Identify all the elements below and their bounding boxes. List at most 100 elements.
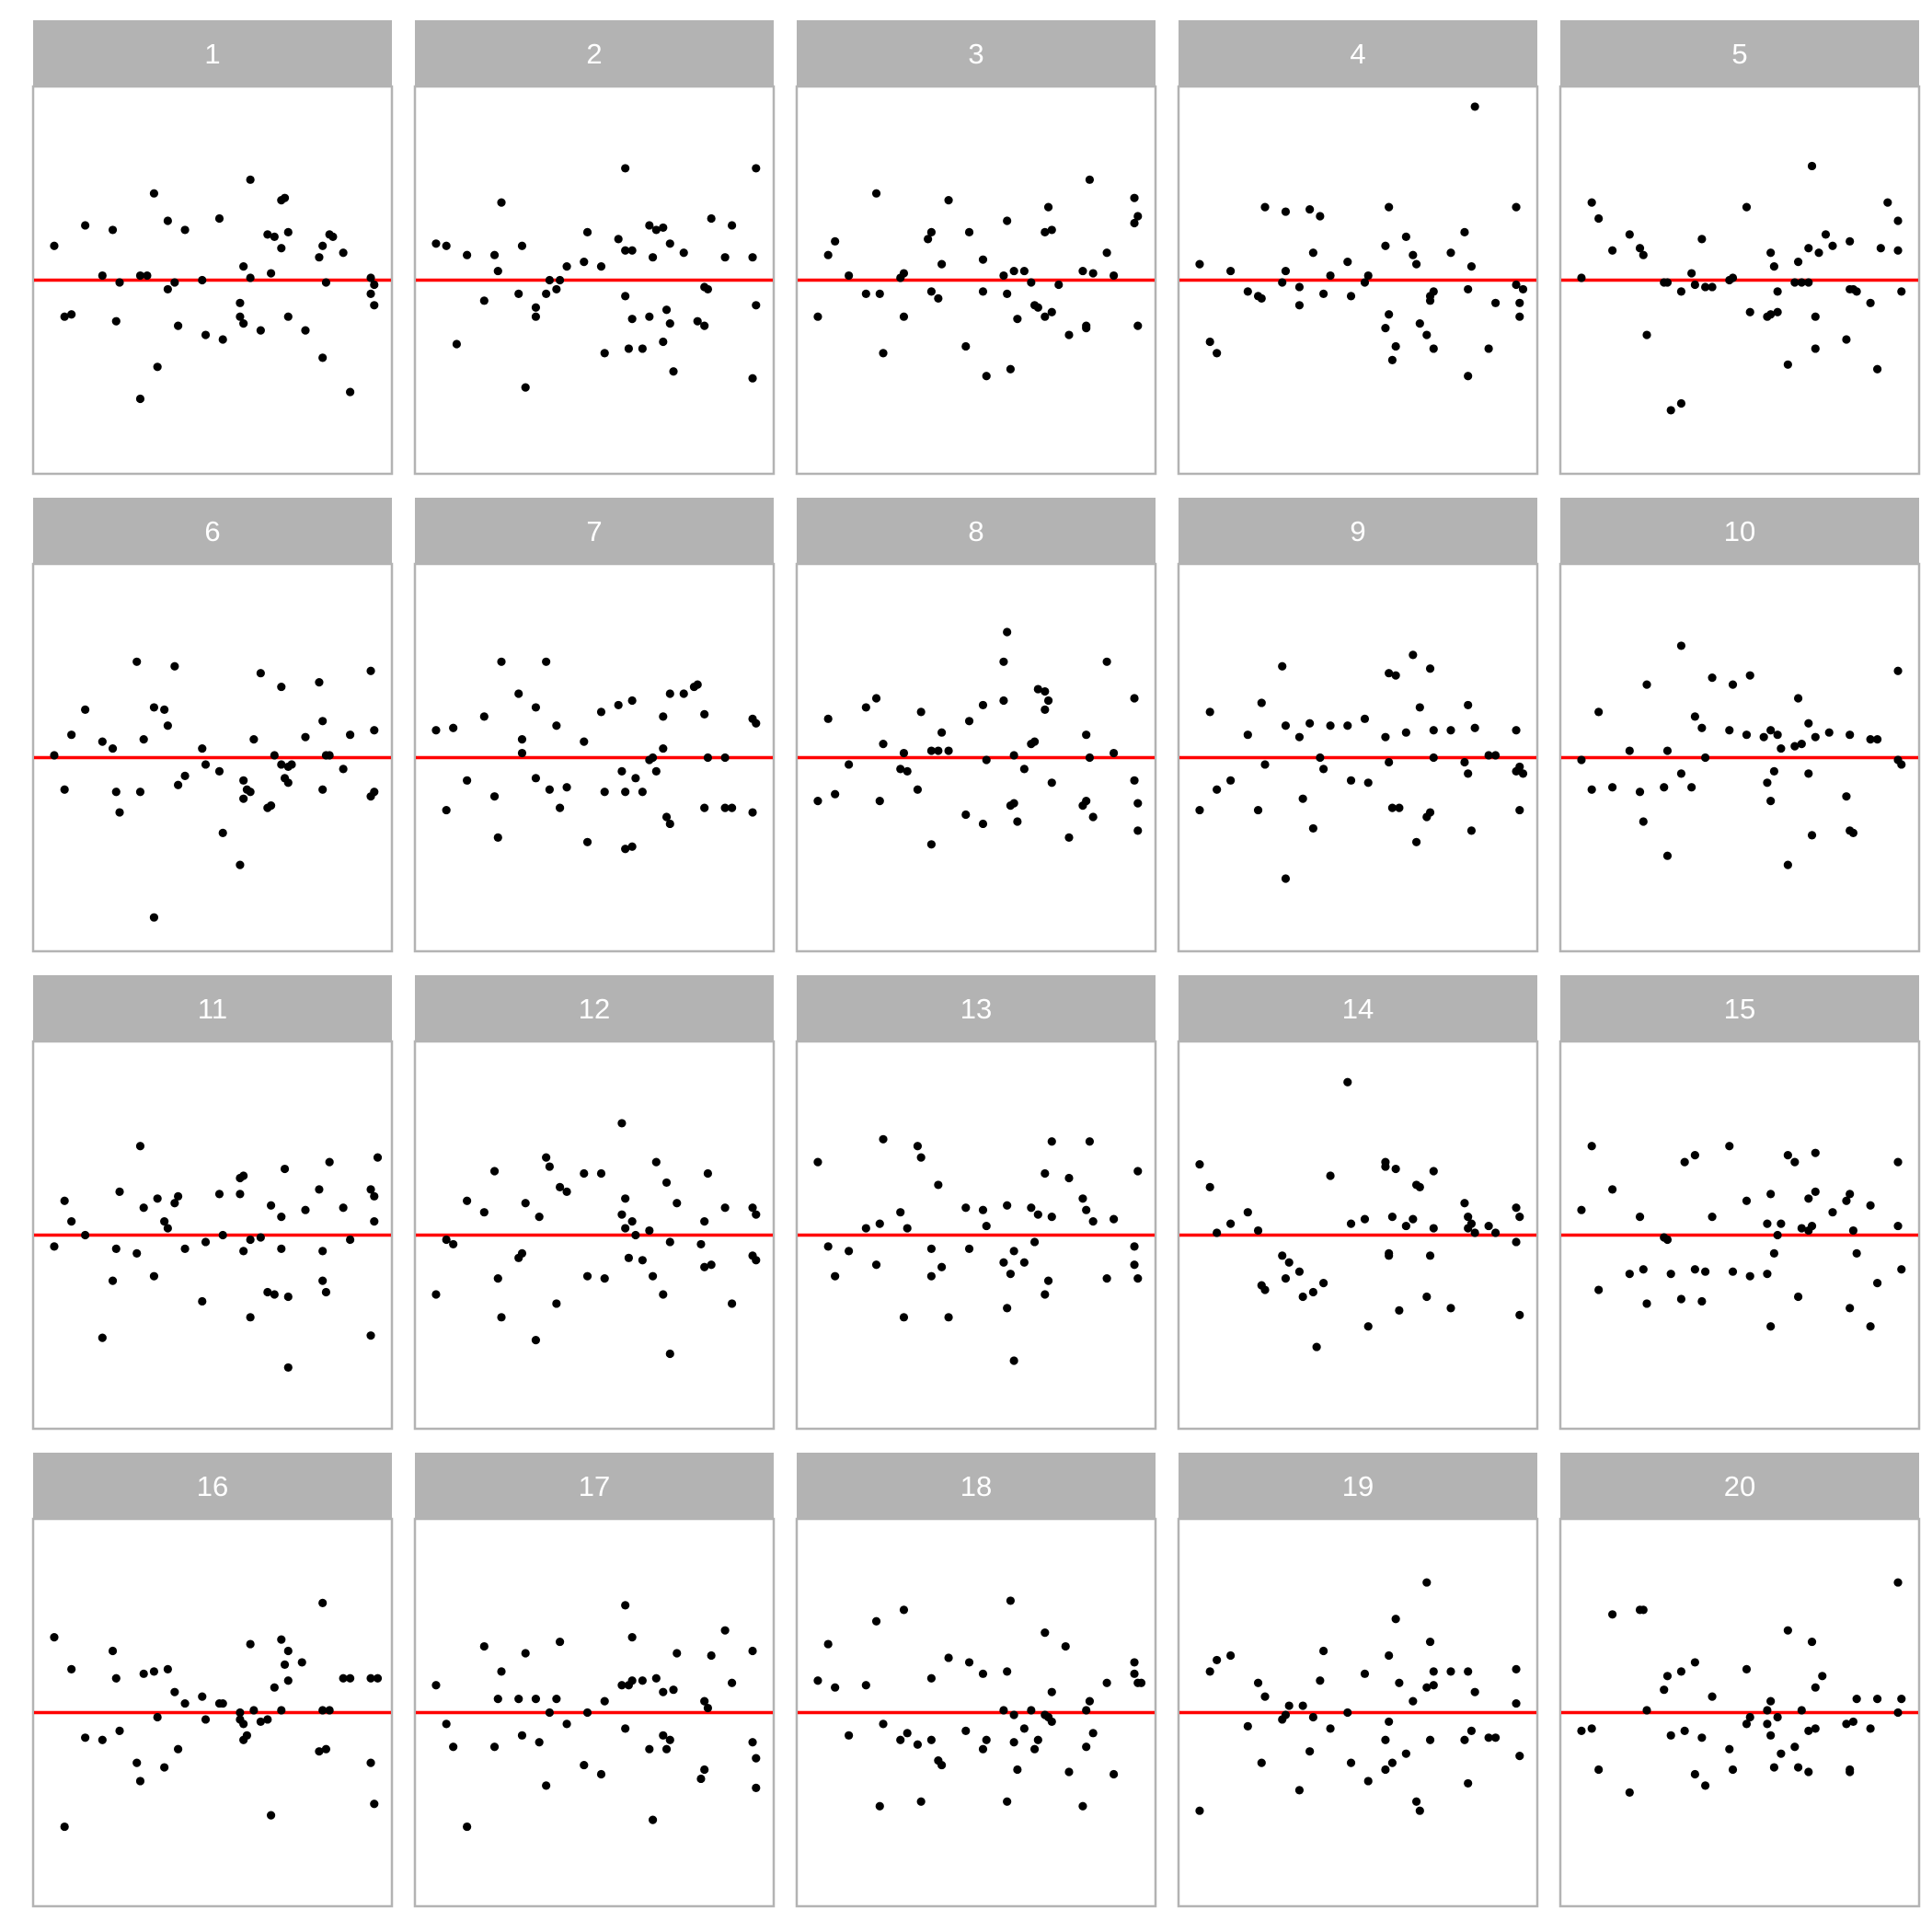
- data-point: [1019, 1258, 1029, 1267]
- data-point: [580, 737, 589, 746]
- data-point: [1893, 666, 1903, 675]
- data-point: [1385, 1251, 1394, 1260]
- data-point: [50, 751, 59, 760]
- data-point: [108, 225, 118, 235]
- data-point: [899, 1605, 909, 1615]
- data-point: [1009, 1738, 1018, 1747]
- data-point: [431, 239, 441, 248]
- data-point: [1395, 1678, 1404, 1687]
- facet-panel: 16: [31, 1453, 394, 1908]
- facet-strip: [415, 20, 774, 86]
- data-point: [1484, 751, 1493, 760]
- data-point: [98, 1333, 107, 1342]
- data-point: [1082, 321, 1091, 330]
- facet-panel: 5: [1558, 20, 1921, 476]
- data-point: [1319, 1279, 1328, 1288]
- data-point: [1130, 1658, 1139, 1667]
- data-point: [1003, 1201, 1012, 1210]
- data-point: [1797, 1224, 1806, 1233]
- data-point: [1742, 1719, 1752, 1729]
- data-point: [1253, 1225, 1263, 1236]
- data-point: [1102, 657, 1111, 666]
- data-point: [1278, 1251, 1287, 1260]
- data-point: [1676, 398, 1686, 408]
- data-point: [1110, 1769, 1119, 1779]
- data-point: [913, 1142, 923, 1151]
- data-point: [1102, 1678, 1111, 1687]
- data-point: [1766, 248, 1776, 258]
- facet-panel: 1: [31, 20, 394, 476]
- data-point: [1013, 315, 1022, 324]
- data-point: [1708, 673, 1717, 683]
- data-point: [600, 788, 609, 797]
- data-point: [621, 1194, 630, 1203]
- facet-label: 15: [1724, 993, 1755, 1025]
- data-point: [431, 1290, 441, 1299]
- data-point: [1848, 1225, 1858, 1236]
- data-point: [1763, 1219, 1772, 1228]
- data-point: [153, 1712, 162, 1722]
- data-point: [1639, 1265, 1648, 1274]
- data-point: [514, 289, 523, 298]
- facet-panel: 11: [31, 975, 394, 1431]
- data-point: [60, 1822, 69, 1832]
- data-point: [170, 1687, 179, 1696]
- facet-label: 12: [579, 993, 610, 1025]
- data-point: [1769, 1248, 1778, 1258]
- data-point: [1003, 289, 1012, 298]
- facet-label: 9: [1350, 515, 1365, 547]
- data-point: [493, 833, 502, 842]
- data-point: [81, 705, 90, 714]
- data-point: [449, 1742, 458, 1752]
- data-point: [246, 1639, 255, 1649]
- data-point: [497, 198, 506, 207]
- data-point: [1866, 298, 1875, 307]
- data-point: [1804, 244, 1813, 253]
- data-point: [1281, 874, 1291, 883]
- data-point: [1130, 776, 1139, 785]
- data-point: [707, 1260, 716, 1270]
- data-point: [318, 1706, 328, 1715]
- data-point: [813, 1157, 822, 1167]
- data-point: [669, 1685, 678, 1695]
- data-point: [315, 253, 324, 262]
- data-point: [1811, 1187, 1820, 1196]
- data-point: [562, 262, 571, 271]
- data-point: [277, 1706, 286, 1715]
- data-point: [1515, 762, 1524, 772]
- data-point: [60, 312, 69, 321]
- data-point: [239, 794, 248, 803]
- data-point: [728, 1299, 737, 1308]
- data-point: [1047, 1687, 1056, 1696]
- data-point: [149, 913, 159, 922]
- data-point: [1260, 202, 1270, 212]
- data-point: [431, 726, 441, 735]
- facet-label: 11: [198, 993, 227, 1025]
- data-point: [1594, 707, 1604, 717]
- data-point: [1213, 785, 1222, 794]
- data-point: [961, 810, 971, 820]
- data-point: [1047, 225, 1056, 235]
- data-point: [748, 1203, 757, 1213]
- data-point: [277, 244, 286, 253]
- data-point: [1766, 1322, 1776, 1331]
- data-point: [1422, 330, 1432, 339]
- data-point: [1085, 175, 1095, 184]
- data-point: [239, 319, 248, 328]
- data-point: [1701, 753, 1710, 763]
- data-point: [489, 1167, 500, 1176]
- data-point: [1130, 1669, 1139, 1678]
- data-point: [1460, 227, 1469, 236]
- data-point: [1422, 1578, 1432, 1587]
- data-point: [1515, 1213, 1524, 1222]
- data-point: [1769, 262, 1778, 271]
- data-point: [1409, 1696, 1418, 1706]
- data-point: [1294, 282, 1305, 292]
- data-point: [1298, 1292, 1307, 1302]
- data-point: [823, 1639, 833, 1649]
- data-point: [1415, 1806, 1424, 1815]
- data-point: [149, 1271, 159, 1281]
- data-point: [108, 743, 118, 753]
- data-point: [1425, 1251, 1435, 1260]
- data-point: [301, 326, 310, 335]
